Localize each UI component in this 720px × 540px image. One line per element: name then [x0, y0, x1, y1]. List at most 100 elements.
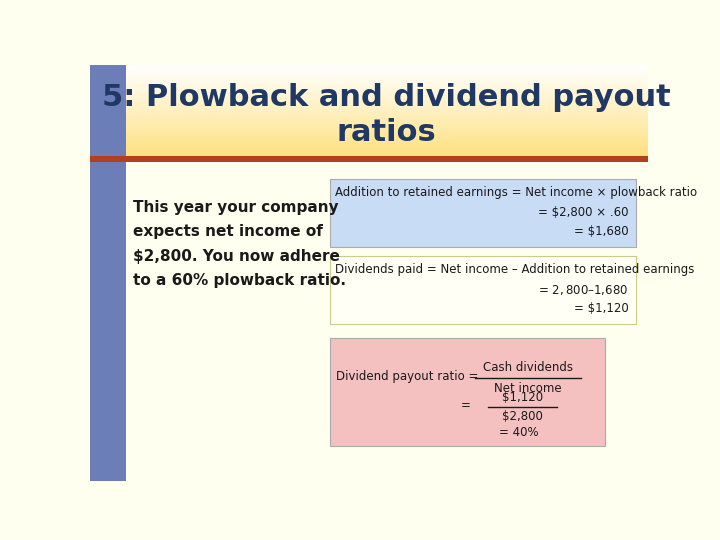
Bar	[90, 79, 648, 81]
Text: 5: Plowback and dividend payout: 5: Plowback and dividend payout	[102, 83, 671, 112]
Bar	[90, 99, 648, 100]
Bar	[90, 146, 648, 148]
Bar	[90, 109, 648, 111]
Text: $2,800: $2,800	[502, 410, 543, 423]
Text: $1,120: $1,120	[502, 391, 543, 404]
Bar	[90, 135, 648, 137]
Text: = $2,800 × .60: = $2,800 × .60	[538, 206, 629, 219]
Text: = $1,680: = $1,680	[574, 225, 629, 238]
Bar	[90, 153, 648, 155]
Bar	[90, 137, 648, 138]
Bar	[90, 66, 648, 68]
Bar	[90, 75, 648, 77]
Bar	[90, 110, 648, 112]
Bar	[90, 140, 648, 141]
Bar	[90, 119, 648, 121]
Bar	[90, 130, 648, 131]
Bar	[90, 89, 648, 90]
Bar	[90, 94, 648, 96]
Bar	[90, 65, 127, 156]
Bar	[90, 150, 648, 152]
Bar	[90, 148, 648, 149]
Bar	[90, 162, 648, 481]
Bar	[90, 96, 648, 97]
Bar	[90, 104, 648, 105]
Bar	[90, 134, 648, 136]
Bar	[90, 107, 648, 109]
Bar	[90, 125, 648, 126]
Bar	[90, 112, 648, 114]
Bar	[90, 152, 648, 154]
Bar	[90, 83, 648, 84]
Bar	[90, 72, 648, 73]
Bar	[90, 87, 648, 89]
Bar	[330, 179, 636, 247]
Bar	[90, 149, 648, 150]
Bar	[90, 91, 648, 92]
Bar	[90, 84, 648, 86]
Text: This year your company
expects net income of
$2,800. You now adhere
to a 60% plo: This year your company expects net incom…	[132, 200, 346, 288]
Bar	[330, 256, 636, 323]
Text: = $1,120: = $1,120	[574, 302, 629, 315]
Bar	[90, 116, 648, 117]
Bar	[90, 131, 648, 132]
Bar	[90, 73, 648, 75]
Bar	[90, 141, 648, 143]
Bar	[90, 85, 648, 87]
Bar	[330, 338, 606, 446]
Text: Cash dividends: Cash dividends	[483, 361, 573, 374]
Bar	[90, 129, 648, 130]
Bar	[90, 98, 648, 99]
Bar	[90, 97, 648, 98]
Bar	[90, 138, 648, 139]
Bar	[90, 68, 648, 70]
Bar	[90, 124, 648, 125]
Text: Net income: Net income	[494, 382, 562, 395]
Bar	[90, 118, 648, 120]
Bar	[90, 156, 648, 162]
Bar	[90, 65, 648, 66]
Text: Dividend payout ratio =: Dividend payout ratio =	[336, 370, 479, 383]
Bar	[90, 93, 648, 94]
Bar	[90, 126, 648, 127]
Bar	[90, 145, 648, 147]
Bar	[90, 132, 648, 133]
Bar	[90, 133, 648, 134]
Bar	[90, 115, 648, 116]
Bar	[90, 122, 648, 123]
Bar	[90, 108, 648, 110]
Bar	[90, 67, 648, 69]
Bar	[90, 77, 648, 79]
Bar	[90, 162, 127, 481]
Bar	[90, 80, 648, 82]
Bar	[90, 144, 648, 146]
Bar	[90, 105, 648, 106]
Bar	[90, 78, 648, 80]
Bar	[90, 74, 648, 76]
Bar	[90, 69, 648, 71]
Bar	[90, 123, 648, 124]
Bar	[90, 76, 648, 78]
Bar	[90, 151, 648, 153]
Bar	[90, 127, 648, 129]
Bar	[90, 120, 648, 122]
Bar	[90, 102, 648, 104]
Bar	[90, 92, 648, 93]
Bar	[90, 143, 648, 145]
Text: = 40%: = 40%	[499, 426, 539, 438]
Bar	[90, 86, 648, 88]
Text: = $2,800 – $1,680: = $2,800 – $1,680	[539, 283, 629, 296]
Text: Addition to retained earnings = Net income × plowback ratio: Addition to retained earnings = Net inco…	[335, 186, 697, 199]
Text: Dividends paid = Net income – Addition to retained earnings: Dividends paid = Net income – Addition t…	[335, 264, 694, 276]
Text: ratios: ratios	[337, 118, 437, 147]
Bar	[90, 71, 648, 72]
Bar	[90, 111, 648, 113]
Bar	[90, 100, 648, 102]
Bar	[90, 154, 648, 156]
Bar	[90, 142, 648, 144]
Bar	[90, 139, 648, 140]
Bar	[90, 90, 648, 91]
Bar	[90, 101, 648, 103]
Bar	[90, 113, 648, 115]
Bar	[90, 82, 648, 83]
